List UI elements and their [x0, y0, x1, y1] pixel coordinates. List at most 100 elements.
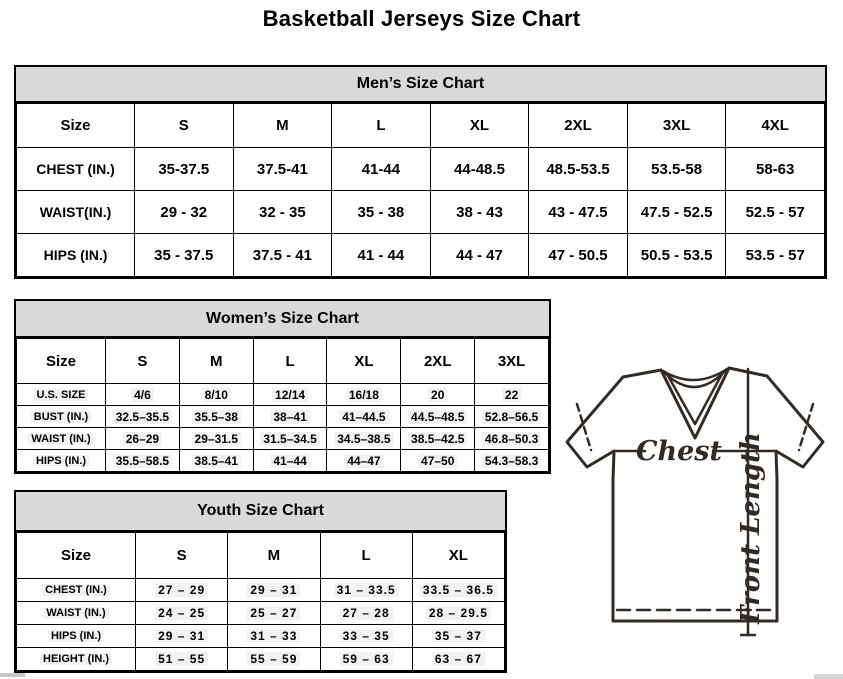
table-cell: 4/6 [105, 383, 180, 406]
table-cell: 53.5-58 [626, 147, 727, 191]
youth-table: Size S M L XL CHEST (IN.) 27 – 29 29 – 31 31 – 3… [16, 532, 506, 671]
row-label: HIPS (IN.) [43, 247, 108, 263]
row-label: HIPS (IN.) [32, 454, 90, 467]
table-cell: 35 - 38 [331, 190, 431, 234]
column-header-s: S [134, 103, 234, 148]
table-cell: 20 [400, 383, 476, 406]
table-cell: 33 – 35 [319, 624, 413, 648]
row-label-cell: CHEST (IN.) [16, 147, 135, 191]
cell-value: 24 – 25 [155, 606, 209, 620]
cell-value: 41–44.5 [339, 409, 389, 424]
youth-chart-title: Youth Size Chart [16, 492, 505, 532]
bottom-left-scrollbar-fragment [0, 673, 25, 677]
column-header-2xl: 2XL [528, 103, 628, 148]
womens-size-chart: Women’s Size Chart Size S M L XL 2XL 3XL U.S. S… [14, 299, 551, 474]
table-cell: 25 – 27 [227, 601, 321, 625]
size-column-header: Size [16, 103, 135, 148]
cell-value: 52.8–56.5 [481, 409, 542, 424]
column-header-l: L [331, 103, 431, 148]
row-label: BUST (IN.) [30, 410, 92, 423]
table-cell: 34.5–38.5 [326, 427, 402, 450]
mens-size-chart: Men’s Size Chart Size S M L XL 2XL 3XL 4XL CHEST… [14, 65, 827, 279]
table-cell: 32.5–35.5 [105, 405, 180, 428]
table-cell: 47–50 [400, 449, 476, 472]
table-cell: 31 – 33.5 [319, 578, 413, 602]
cell-value: 44.5–48.5 [408, 409, 468, 424]
table-cell: 22 [474, 383, 549, 406]
table-cell: 54.3–58.3 [474, 449, 549, 472]
table-cell: 29–31.5 [178, 427, 254, 450]
column-header-4xl: 4XL [725, 103, 825, 148]
column-header-xl: XL [411, 532, 506, 579]
page-title: Basketball Jerseys Size Chart [262, 6, 581, 31]
row-label-cell: HIPS (IN.) [16, 449, 106, 472]
table-cell: 24 – 25 [134, 601, 229, 625]
bottom-right-scrollbar-fragment [814, 674, 843, 679]
table-cell: 52.8–56.5 [474, 405, 549, 428]
table-row: CHEST (IN.) 27 – 29 29 – 31 31 – 33.5 33.5 –… [16, 578, 506, 602]
table-cell: 50.5 - 53.5 [626, 233, 727, 277]
table-cell: 12/14 [252, 383, 328, 406]
cell-value: 29 – 31 [247, 583, 301, 597]
cell-value: 50.5 - 53.5 [640, 246, 713, 264]
cell-value: 35 – 37 [431, 629, 485, 643]
column-header-s: S [105, 338, 180, 384]
cell-value: 34.5–38.5 [334, 431, 394, 446]
table-row: BUST (IN.) 32.5–35.5 35.5–38 38–41 41–44.5 44… [16, 405, 549, 428]
cell-value: 25 – 27 [247, 606, 301, 620]
table-row: WAIST (IN.) 24 – 25 25 – 27 27 – 28 28 – 29.… [16, 601, 506, 625]
cell-value: 55 – 59 [247, 652, 301, 666]
table-cell: 63 – 67 [411, 647, 506, 671]
row-label: CHEST (IN.) [36, 161, 115, 177]
cell-value: 32.5–35.5 [112, 409, 173, 424]
table-cell: 44-48.5 [429, 147, 530, 191]
table-cell: 41–44.5 [326, 405, 402, 428]
row-label: HEIGHT (IN.) [40, 653, 112, 665]
cell-value: 59 – 63 [339, 652, 393, 666]
cell-value: 37.5-41 [256, 160, 308, 178]
table-row: WAIST (IN.) 26–29 29–31.5 31.5–34.5 34.5–38.… [16, 427, 549, 450]
column-header-xl: XL [429, 103, 530, 148]
table-cell: 35 – 37 [411, 624, 506, 648]
cell-value: 53.5-58 [651, 160, 703, 178]
table-cell: 58-63 [725, 147, 825, 191]
cell-value: 29 - 32 [160, 203, 208, 221]
table-cell: 48.5-53.5 [528, 147, 628, 191]
row-label-cell: WAIST(IN.) [16, 190, 135, 234]
table-cell: 41 - 44 [331, 233, 431, 277]
table-cell: 46.8–50.3 [474, 427, 549, 450]
row-label-cell: HIPS (IN.) [16, 233, 135, 277]
jersey-measurement-diagram: Chest Front Length [561, 360, 841, 662]
cell-value: 27 – 29 [155, 583, 209, 597]
size-column-header: Size [16, 338, 106, 384]
cell-value: 26–29 [122, 431, 163, 446]
header-row: Size S M L XL [16, 532, 506, 579]
cell-value: 46.8–50.3 [481, 431, 542, 446]
table-cell: 51 – 55 [134, 647, 229, 671]
cell-value: 41–44 [270, 453, 310, 468]
table-row: WAIST(IN.) 29 - 32 32 - 35 35 - 38 38 - 43 43… [16, 190, 825, 234]
cell-value: 35.5–38 [191, 409, 241, 424]
cell-value: 52.5 - 57 [745, 203, 805, 221]
row-label: HIPS (IN.) [47, 630, 105, 642]
row-label-cell: CHEST (IN.) [16, 578, 136, 602]
cell-value: 33.5 – 36.5 [419, 583, 497, 597]
cell-value: 47.5 - 52.5 [640, 203, 713, 221]
table-cell: 44 - 47 [429, 233, 530, 277]
cell-value: 38.5–42.5 [408, 431, 468, 446]
row-label: CHEST (IN.) [42, 584, 110, 596]
table-cell: 28 – 29.5 [411, 601, 506, 625]
mens-chart-title: Men’s Size Chart [16, 67, 825, 103]
table-cell: 29 - 32 [134, 190, 234, 234]
column-header-m: M [227, 532, 321, 579]
table-cell: 47 - 50.5 [528, 233, 628, 277]
table-cell: 44.5–48.5 [400, 405, 476, 428]
size-column-header: Size [16, 532, 136, 579]
cell-value: 31 – 33.5 [333, 583, 399, 597]
cell-value: 58-63 [756, 160, 795, 178]
table-cell: 29 – 31 [134, 624, 229, 648]
table-cell: 16/18 [326, 383, 402, 406]
cell-value: 16/18 [345, 387, 382, 402]
cell-value: 35.5–58.5 [112, 453, 173, 468]
cell-value: 32 - 35 [258, 203, 306, 221]
